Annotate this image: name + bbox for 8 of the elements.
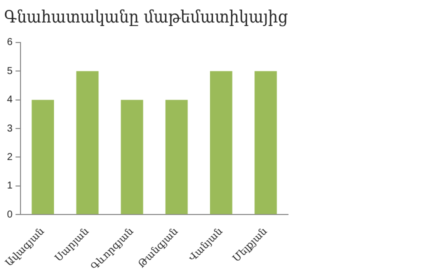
chart-title: Գնահատականը մաթեմատիկայից [4,6,288,27]
y-tick-label: 6 [7,37,13,48]
y-tick-label: 1 [7,180,13,192]
y-tick-label: 2 [7,152,13,163]
y-tick-label: 0 [7,209,13,220]
y-tick-label: 4 [7,94,13,106]
y-tick-label: 3 [7,123,13,134]
y-tick-label: 5 [7,66,13,77]
